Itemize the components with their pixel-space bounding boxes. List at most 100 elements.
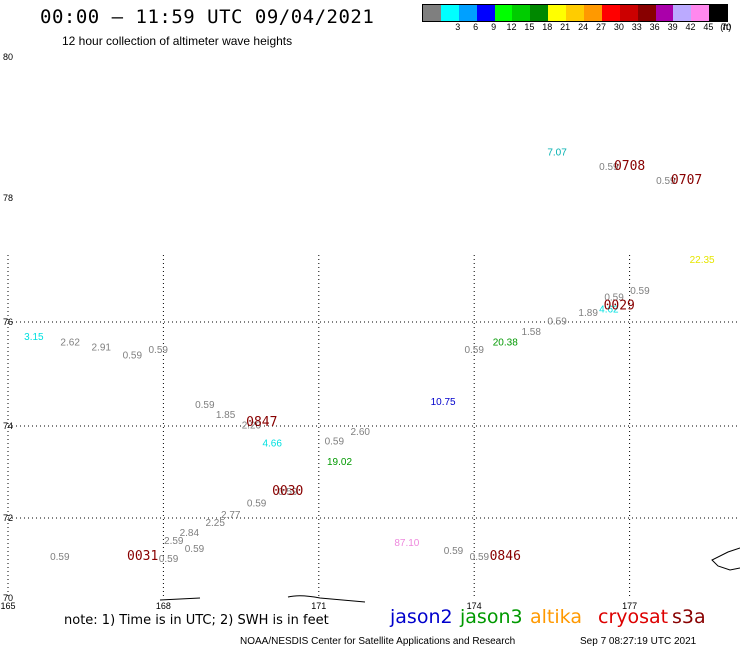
color-scale-swatch <box>423 5 441 21</box>
color-scale-swatch <box>709 5 728 21</box>
color-scale-label: 39 <box>667 22 678 32</box>
wave-height-label: 1.58 <box>521 327 541 338</box>
lat-tick-label: 80 <box>3 52 13 62</box>
observations-layer: 0.590.590.592.592.842.252.770.590.590.59… <box>24 148 715 565</box>
color-scale-swatch <box>530 5 549 21</box>
color-scale-swatch <box>548 5 567 21</box>
lon-tick-label: 174 <box>467 601 482 611</box>
legend-cryosat: cryosat <box>598 606 669 628</box>
wave-height-label: 2.29 <box>242 420 262 431</box>
color-scale <box>422 4 729 22</box>
wave-height-label: 4.62 <box>599 305 619 316</box>
color-scale-label: 9 <box>491 22 497 32</box>
lon-tick-label: 165 <box>0 601 15 611</box>
wave-height-label: 0.59 <box>604 292 624 303</box>
wave-height-label: 19.02 <box>327 457 352 468</box>
coastline-bottom-left <box>159 597 201 601</box>
lon-tick-label: 177 <box>622 601 637 611</box>
lon-tick-label: 168 <box>156 601 171 611</box>
legend-s3a: s3a <box>672 606 706 628</box>
wave-height-label: 10.75 <box>431 397 456 408</box>
pass-time-label: 0708 <box>614 159 645 174</box>
wave-height-label: 0.59 <box>123 350 143 361</box>
wave-height-label: 2.62 <box>60 337 80 348</box>
wave-height-label: 7.07 <box>547 148 567 159</box>
color-scale-swatch <box>512 5 531 21</box>
wave-height-label: 0.59 <box>464 345 484 356</box>
wave-height-label: 2.60 <box>351 427 371 438</box>
color-scale-swatch <box>601 5 620 21</box>
color-scale-swatch <box>458 5 477 21</box>
legend-altika: altika <box>530 606 582 628</box>
color-scale-label: 24 <box>578 22 589 32</box>
credit-text: NOAA/NESDIS Center for Satellite Applica… <box>240 636 516 647</box>
map-title: 00:00 – 11:59 UTC 09/04/2021 <box>40 6 375 28</box>
axis-tick-labels: 70 72 74 76 78 80 165 168 171 174 177 <box>0 52 637 611</box>
lat-tick-label: 78 <box>3 193 13 203</box>
color-scale-label: 3 <box>455 22 461 32</box>
color-scale-swatch <box>440 5 459 21</box>
color-scale-label: 18 <box>542 22 553 32</box>
coastline-bottom <box>287 595 366 603</box>
color-scale-label: 15 <box>524 22 535 32</box>
color-scale-label: 42 <box>685 22 696 32</box>
wave-height-label: 0.59 <box>159 554 179 565</box>
time-labels-layer: 0031 0847 0030 0029 0708 0707 0846 <box>127 159 702 564</box>
color-scale-label: 33 <box>631 22 642 32</box>
color-scale-swatch <box>637 5 656 21</box>
wave-height-label: 0.59 <box>278 487 298 498</box>
wave-height-label: 87.10 <box>394 538 419 549</box>
footer-note: note: 1) Time is in UTC; 2) SWH is in fe… <box>64 613 329 628</box>
color-scale-swatch <box>619 5 638 21</box>
wave-height-label: 0.59 <box>50 552 70 563</box>
color-scale-swatch <box>494 5 513 21</box>
wave-height-label: 4.66 <box>262 439 282 450</box>
wave-height-label: 0.59 <box>148 345 168 356</box>
wave-height-label: 1.85 <box>216 410 236 421</box>
color-scale-unit: (ft) <box>720 22 732 32</box>
pass-time-label: 0030 <box>272 484 303 499</box>
coastline <box>159 547 740 603</box>
pass-time-label: 0846 <box>490 549 521 564</box>
generated-timestamp: Sep 7 08:27:19 UTC 2021 <box>580 636 697 647</box>
color-scale-label: 12 <box>506 22 517 32</box>
legend-jason3: jason3 <box>460 606 523 628</box>
lat-tick-label: 72 <box>3 513 13 523</box>
wave-height-label: 2.84 <box>180 528 200 539</box>
wave-height-label: 0.59 <box>325 436 345 447</box>
wave-height-label: 3.15 <box>24 332 44 343</box>
pass-time-label: 0707 <box>671 173 702 188</box>
lon-tick-label: 171 <box>311 601 326 611</box>
map-subtitle: 12 hour collection of altimeter wave hei… <box>62 34 293 48</box>
color-scale-label: 36 <box>649 22 660 32</box>
coastline-right <box>711 547 740 571</box>
lat-tick-label: 74 <box>3 421 13 431</box>
wave-height-label: 0.59 <box>247 499 267 510</box>
legend-jason2: jason2 <box>390 606 453 628</box>
wave-height-label: 2.77 <box>221 510 241 521</box>
color-scale-swatch <box>655 5 674 21</box>
wave-height-label: 0.59 <box>470 552 490 563</box>
lat-tick-label: 76 <box>3 317 13 327</box>
wave-height-label: 0.59 <box>444 546 464 557</box>
lat-tick-label: 70 <box>3 593 13 603</box>
wave-height-label: 2.25 <box>205 518 225 529</box>
color-scale-label: 45 <box>703 22 714 32</box>
color-scale-label: 30 <box>613 22 624 32</box>
pass-time-label: 0031 <box>127 549 158 564</box>
pass-time-label: 0847 <box>246 415 277 430</box>
wave-height-label: 0.59 <box>185 544 205 555</box>
color-scale-swatch <box>673 5 692 21</box>
color-scale-swatch <box>691 5 710 21</box>
wave-height-label: 2.59 <box>164 536 184 547</box>
color-scale-swatch <box>566 5 585 21</box>
wave-height-label: 20.38 <box>493 337 518 348</box>
wave-height-label: 0.59 <box>547 317 567 328</box>
wave-height-label: 0.59 <box>195 400 215 411</box>
pass-time-label: 0029 <box>604 299 635 314</box>
wave-height-label: 1.89 <box>578 308 598 319</box>
color-scale-swatch <box>476 5 495 21</box>
color-scale-labels: 3 6 9 12 15 18 21 24 27 30 33 36 39 42 45 70 (ft) <box>422 22 732 34</box>
wave-height-label: 0.59 <box>656 176 676 187</box>
